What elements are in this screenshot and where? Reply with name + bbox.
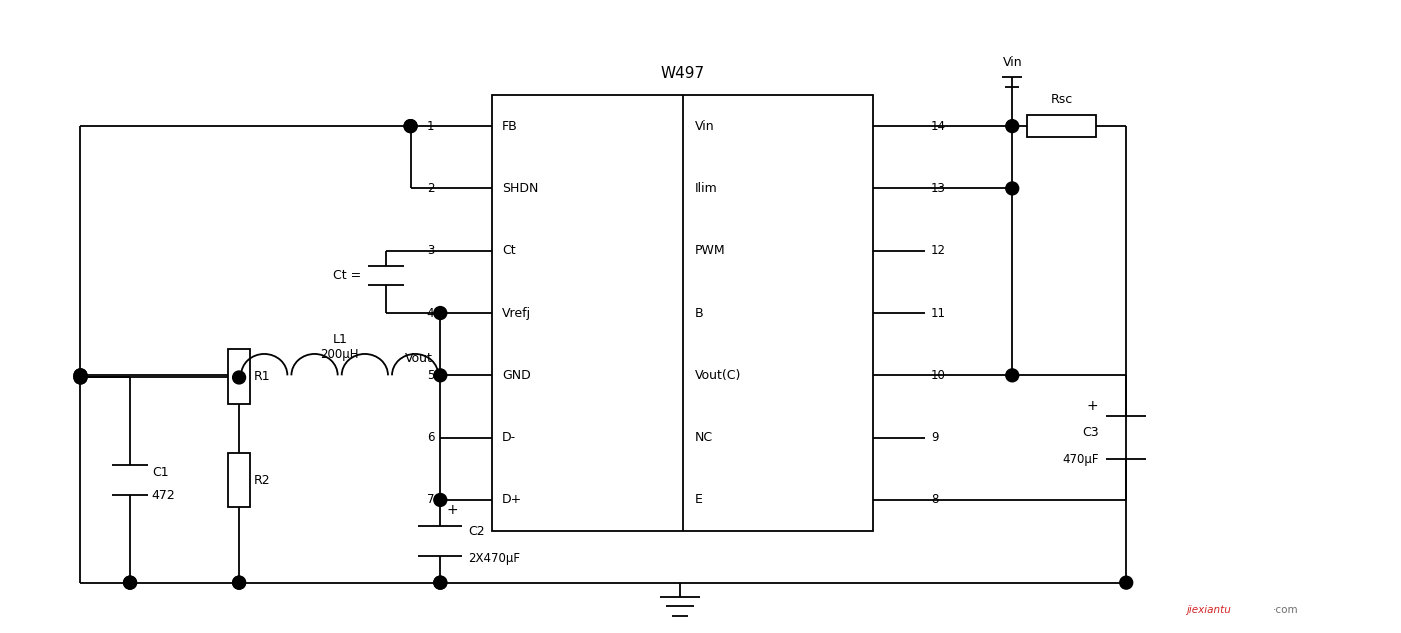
Text: 12: 12 [930, 244, 946, 257]
Text: 9: 9 [930, 431, 939, 444]
Circle shape [233, 576, 245, 589]
Circle shape [123, 576, 136, 589]
Text: +: + [1087, 399, 1098, 413]
Circle shape [233, 371, 245, 384]
Circle shape [123, 576, 136, 589]
Circle shape [434, 494, 447, 506]
Text: R1: R1 [254, 370, 270, 383]
Text: +: + [447, 503, 458, 517]
Text: 472: 472 [151, 489, 175, 503]
Text: Vout: Vout [405, 353, 433, 365]
Text: 8: 8 [930, 494, 939, 506]
Circle shape [74, 369, 87, 382]
Circle shape [403, 120, 417, 132]
Circle shape [74, 371, 87, 384]
Text: Vin: Vin [695, 120, 715, 133]
Bar [228, 453, 249, 507]
Text: 3: 3 [427, 244, 434, 257]
Text: 10: 10 [930, 369, 946, 382]
Text: 2: 2 [427, 182, 434, 195]
Bar [492, 95, 873, 531]
Text: FB: FB [502, 120, 517, 133]
Text: Vout(C): Vout(C) [695, 369, 741, 382]
Circle shape [434, 369, 447, 382]
Text: C1: C1 [151, 466, 168, 479]
Circle shape [434, 576, 447, 589]
Text: Vrefj: Vrefj [502, 306, 531, 320]
Text: NC: NC [695, 431, 713, 444]
Text: 6: 6 [427, 431, 434, 444]
Text: 14: 14 [930, 120, 946, 133]
Text: 470μF: 470μF [1062, 453, 1098, 466]
Circle shape [434, 306, 447, 320]
Circle shape [434, 576, 447, 589]
Text: PWM: PWM [695, 244, 726, 257]
Text: 200μH: 200μH [321, 348, 359, 361]
Text: 1: 1 [427, 120, 434, 133]
Text: L1: L1 [332, 332, 347, 346]
Text: Rsc: Rsc [1051, 93, 1073, 106]
Text: 7: 7 [427, 494, 434, 506]
Text: GND: GND [502, 369, 531, 382]
Text: ·com: ·com [1274, 605, 1299, 615]
Text: 13: 13 [930, 182, 946, 195]
Bar [1027, 115, 1097, 137]
Text: Vin: Vin [1003, 56, 1023, 68]
Text: SHDN: SHDN [502, 182, 538, 195]
Text: R2: R2 [254, 473, 270, 487]
Text: B: B [695, 306, 703, 320]
Circle shape [233, 576, 245, 589]
Text: D+: D+ [502, 494, 523, 506]
Text: Ilim: Ilim [695, 182, 717, 195]
Text: 2X470μF: 2X470μF [468, 551, 520, 565]
Text: Ct: Ct [502, 244, 516, 257]
Circle shape [1006, 182, 1019, 195]
Text: 4: 4 [427, 306, 434, 320]
Text: 5: 5 [427, 369, 434, 382]
Circle shape [1006, 369, 1019, 382]
Text: D-: D- [502, 431, 516, 444]
Text: 11: 11 [930, 306, 946, 320]
Circle shape [74, 371, 87, 384]
Circle shape [403, 120, 417, 132]
Text: W497: W497 [661, 66, 705, 80]
Text: Ct =: Ct = [333, 269, 361, 282]
Text: C3: C3 [1082, 426, 1098, 439]
Circle shape [1006, 120, 1019, 132]
Circle shape [1119, 576, 1132, 589]
Text: C2: C2 [468, 525, 485, 538]
Bar [228, 349, 249, 404]
Text: E: E [695, 494, 702, 506]
Text: jiexiantu: jiexiantu [1185, 605, 1230, 615]
Circle shape [74, 369, 87, 382]
